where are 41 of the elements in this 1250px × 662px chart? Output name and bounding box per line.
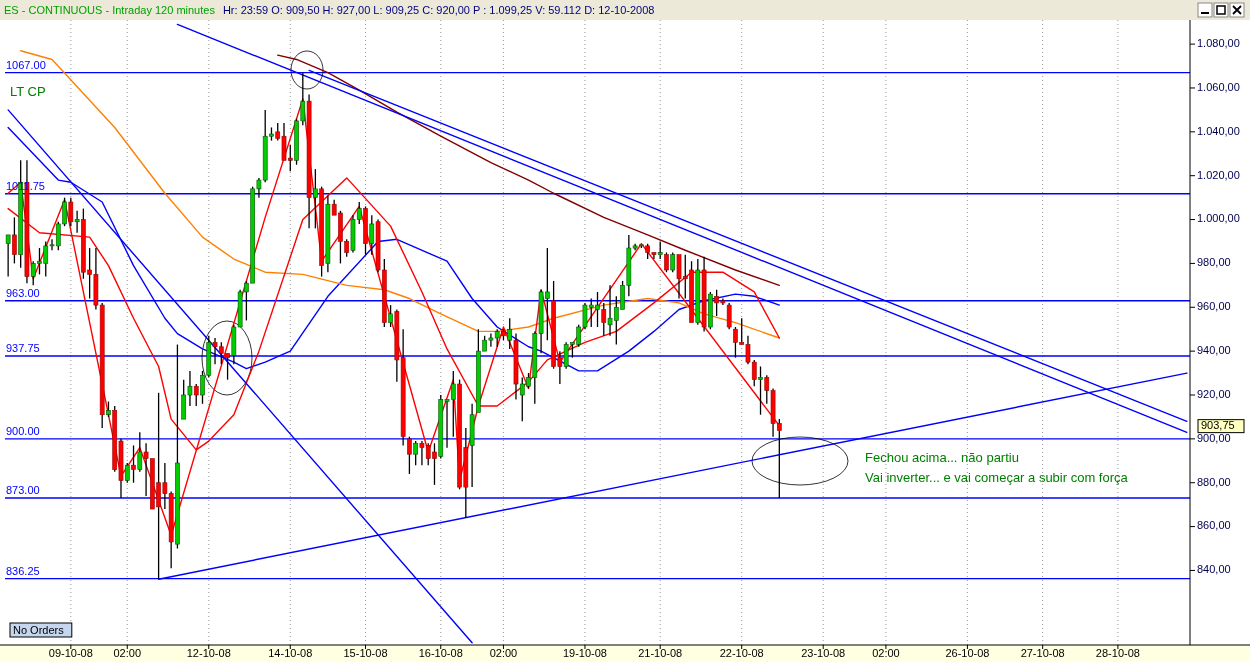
- x-tick-label: 16-10-08: [418, 647, 463, 659]
- y-tick-label: 1.040,00: [1197, 124, 1240, 137]
- y-tick-label: 1.020,00: [1197, 168, 1240, 181]
- chart-title: ES - CONTINUOUS - Intraday 120 minutes: [4, 4, 216, 16]
- y-tick-label: 840,00: [1197, 563, 1231, 576]
- y-tick-label: 880,00: [1197, 475, 1231, 488]
- x-tick-label: 28-10-08: [1095, 647, 1140, 659]
- x-tick-label: 23-10-08: [801, 647, 846, 659]
- x-tick-label: 22-10-08: [719, 647, 764, 659]
- annotation: Fechou acima... não partiu: [865, 450, 1019, 465]
- ref-line-label: 900.00: [6, 424, 40, 437]
- x-tick-label: 02:00: [113, 647, 142, 659]
- y-tick-label: 960,00: [1197, 300, 1231, 313]
- x-tick-label: 09-10-08: [48, 647, 93, 659]
- y-tick-label: 980,00: [1197, 256, 1231, 269]
- x-tick-label: 19-10-08: [562, 647, 607, 659]
- ref-line-label: 937.75: [6, 342, 40, 355]
- chart-subtitle: Hr: 23:59 O: 909,50 H: 927,00 L: 909,25 C: 920,00 P : 1.099,25 V: 59.112 D: 12-10-2008: [222, 4, 655, 16]
- x-tick-label: 02:00: [872, 647, 900, 659]
- annotation: Vai inverter... e vai começar a subir com força: [865, 470, 1129, 485]
- x-tick-label: 14-10-08: [268, 647, 313, 659]
- ref-line-label: 963.00: [6, 286, 40, 299]
- x-tick-label: 21-10-08: [638, 647, 683, 659]
- y-tick-label: 940,00: [1197, 344, 1231, 357]
- ref-line-label: 836.25: [6, 564, 40, 577]
- y-tick-label: 1.080,00: [1197, 37, 1240, 50]
- x-tick-label: 27-10-08: [1020, 647, 1065, 659]
- y-tick-label: 920,00: [1197, 387, 1231, 400]
- x-tick-label: 02:00: [489, 647, 518, 659]
- x-tick-label: 15-10-08: [343, 647, 388, 659]
- text: 903,75: [1201, 419, 1235, 432]
- y-tick-label: 1.060,00: [1197, 80, 1240, 93]
- y-tick-label: 860,00: [1197, 519, 1231, 532]
- annotation: LT CP: [10, 84, 46, 99]
- y-tick-label: 1.000,00: [1197, 212, 1240, 225]
- ref-line-label: 1067.00: [6, 58, 46, 71]
- ref-line-label: 873.00: [6, 484, 40, 497]
- x-tick-label: 12-10-08: [186, 647, 231, 659]
- annotation: No Orders: [13, 624, 65, 636]
- x-tick-label: 26-10-08: [945, 647, 990, 659]
- y-tick-label: 900,00: [1197, 431, 1231, 444]
